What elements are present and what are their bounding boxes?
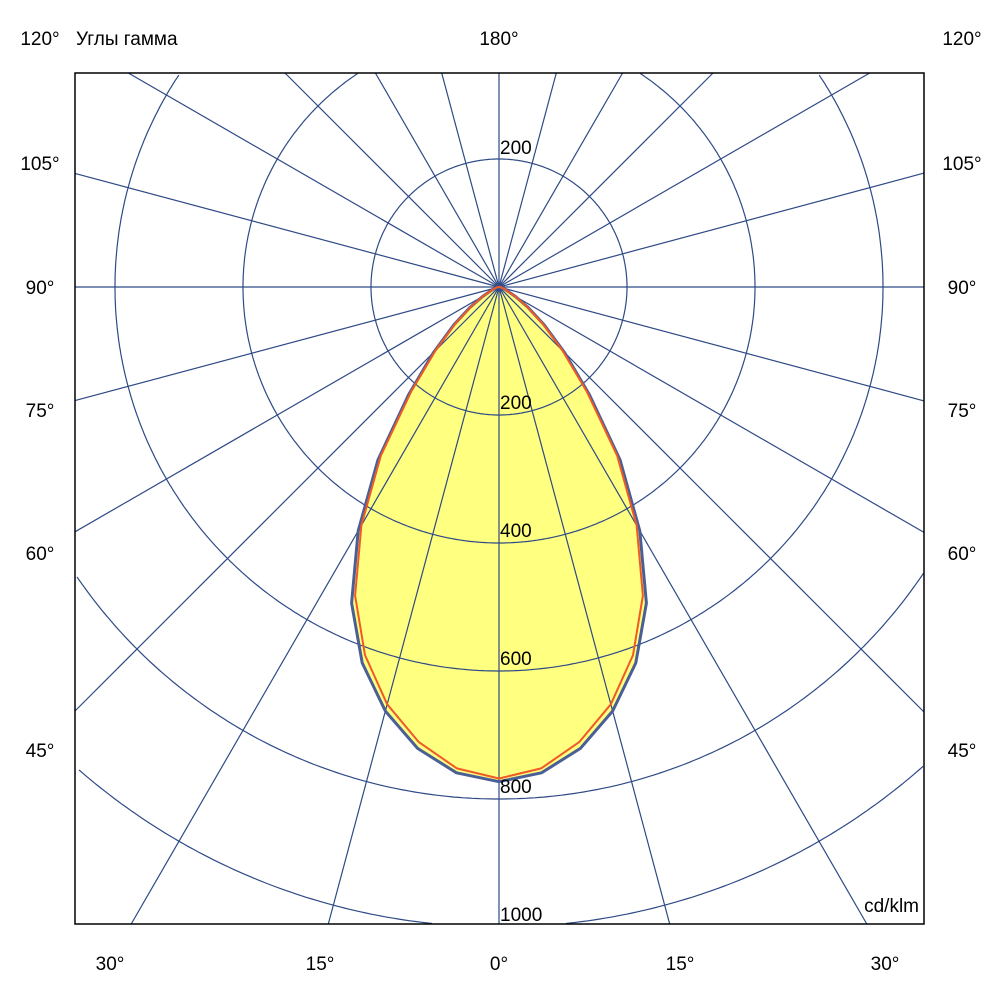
radial-tick-label: 1000 [500, 905, 542, 926]
grid-radial-line [74, 286, 500, 533]
grid-radial-line [130, 286, 500, 925]
plot-frame [74, 72, 925, 925]
grid-radial-line [498, 172, 925, 288]
grid-radial-line [498, 286, 868, 925]
grid-radial-line [498, 286, 925, 713]
grid-circle [78, 765, 924, 925]
right-angle-label: 75° [948, 401, 977, 422]
radial-tick-label: 400 [500, 521, 532, 542]
radial-tick-label: 800 [500, 777, 532, 798]
grid-radial-line [498, 72, 557, 288]
grid-circle [76, 572, 924, 800]
left-angle-label: 45° [26, 741, 55, 762]
radial-tick-label: 600 [500, 649, 532, 670]
bottom-angle-label: 30° [871, 954, 900, 975]
grid-radial-line [284, 72, 500, 288]
grid-circle [242, 73, 756, 544]
grid-radial-line [74, 286, 500, 402]
right-angle-label: 60° [948, 544, 977, 565]
radial-tick-label: 200 [500, 393, 532, 414]
right-angle-label: 45° [948, 741, 977, 762]
grid-radial-line [498, 72, 624, 288]
grid-radial-line [498, 72, 714, 288]
left-angle-label: 75° [26, 401, 55, 422]
unit-label: cd/klm [864, 896, 919, 917]
grid-radial-line [441, 72, 500, 288]
grid-radial-line [374, 72, 500, 288]
grid-radial-line [327, 286, 500, 925]
grid-radial-line [498, 286, 925, 402]
grid-radial-line [128, 72, 500, 288]
left-angle-label: 120° [20, 29, 59, 50]
grid-radial-line [498, 286, 925, 533]
grid-radial-line [74, 286, 500, 712]
top-angle-label: 180° [479, 29, 518, 50]
bottom-angle-label: 15° [306, 954, 335, 975]
right-angle-label: 90° [948, 278, 977, 299]
series-curve-c90-270 [354, 286, 644, 780]
grid-radial-line [498, 286, 671, 925]
bottom-angle-label: 0° [490, 954, 508, 975]
upper-radial-label: 200 [500, 138, 532, 159]
right-angle-label: 120° [942, 29, 981, 50]
left-angle-label: 105° [20, 154, 59, 175]
grid-radial-line [74, 172, 500, 288]
chart-title: Углы гамма [76, 29, 178, 50]
left-angle-label: 60° [26, 544, 55, 565]
right-angle-label: 105° [942, 154, 981, 175]
grid-radial-line [498, 72, 870, 288]
bottom-angle-label: 30° [96, 954, 125, 975]
left-angle-label: 90° [26, 278, 55, 299]
bottom-angle-label: 15° [666, 954, 695, 975]
